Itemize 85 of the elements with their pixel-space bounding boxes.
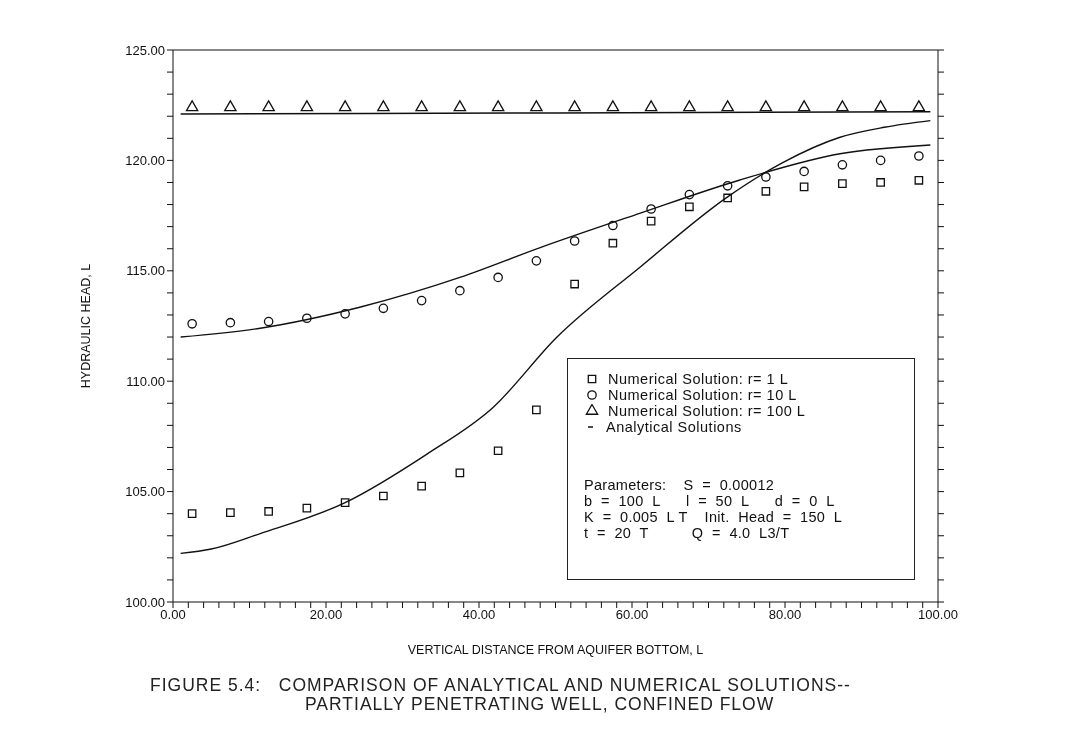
point [683,100,696,112]
point [302,503,312,513]
point [225,317,236,328]
point [797,100,811,112]
x-tick-label: 40.00 [462,607,496,623]
annotation: K = 0.005 L T Init. Head = 150 L [584,509,844,525]
point [723,193,732,203]
point [644,100,658,112]
point [417,481,426,491]
y-tick-label: 115.00 [126,263,165,279]
x-axis-title: VERTICAL DISTANCE FROM AQUIFER BOTTOM, L [407,643,704,657]
legend-label: Numerical Solution: r= 1 L [608,371,789,387]
point [531,256,542,266]
annotation: Parameters: S = 0.00012 [584,477,776,493]
y-tick-label: 110.00 [126,373,165,389]
point [646,204,656,214]
point [646,216,656,226]
point [302,313,312,324]
point [415,100,428,112]
point [761,186,771,196]
point [263,316,274,327]
point [226,508,235,517]
point [608,238,618,248]
y-axis-title: HYDRAULIC HEAD, L [79,263,94,389]
point [568,100,581,112]
point [491,100,505,112]
point [799,166,809,177]
x-tick-label: 60.00 [615,607,649,623]
point [914,151,924,161]
legend-label: Analytical Solutions [606,419,742,435]
legend-label: Numerical Solution: r= 10 L [608,387,797,403]
point [875,155,886,166]
point [722,180,733,191]
point [187,318,197,329]
point [684,189,695,200]
x-tick-label: 20.00 [309,607,343,623]
point [185,100,199,112]
point [837,159,848,170]
line-series [179,119,932,555]
annotation: t = 20 T Q = 4.0 L3/T [584,525,791,541]
legend-label: Numerical Solution: r= 100 L [608,403,806,419]
point [874,100,887,112]
point [914,175,924,185]
point [378,303,389,314]
point [836,100,849,112]
point [606,100,620,112]
point [685,202,694,212]
y-tick-label: 100.00 [125,594,165,610]
annotation: b = 100 L l = 50 L d = 0 L [584,493,836,509]
point [532,405,541,415]
point [340,498,350,507]
y-tick-label: 105.00 [125,484,165,500]
point [759,100,773,112]
point [455,468,465,478]
point [379,491,388,501]
point [530,100,543,112]
point [224,100,237,112]
y-tick-label: 125.00 [125,42,165,58]
point [570,279,579,289]
x-tick-label: 100.00 [918,607,958,623]
point [799,182,809,192]
point [569,236,580,246]
point [187,509,197,519]
point [377,100,390,112]
point [912,100,926,112]
point [876,178,885,187]
point [721,100,734,112]
point [608,220,618,231]
point [416,295,427,306]
point [493,272,503,283]
point [838,179,847,188]
point [338,100,352,112]
x-tick-label: 0.00 [160,607,186,623]
point [493,446,503,456]
point [455,285,465,296]
text: FIGURE 5.4: COMPARISON OF ANALYTICAL AND NUMERICAL SOLUTIONS-- [150,675,852,695]
point [340,309,350,319]
point [453,100,467,112]
point [262,100,275,112]
text: PARTIALLY PENETRATING WELL, CONFINED FLOW [304,694,776,714]
point [300,100,314,112]
x-tick-label: 80.00 [768,607,802,623]
point [761,172,771,182]
y-tick-label: 120.00 [125,153,165,169]
point [264,507,273,516]
